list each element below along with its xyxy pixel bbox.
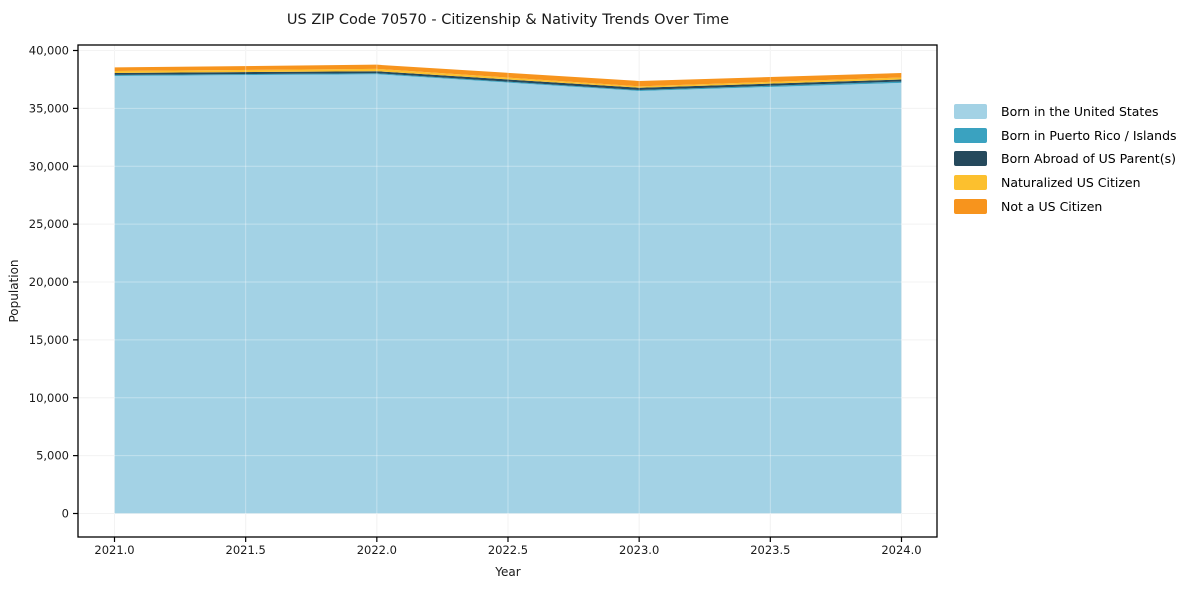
y-tick-label: 30,000	[29, 159, 69, 173]
x-tick-label: 2023.5	[750, 543, 790, 557]
gridlines-over	[78, 45, 937, 537]
y-tick-label: 10,000	[29, 391, 69, 405]
legend-swatch-naturalized	[954, 175, 987, 191]
legend-item-born-abroad: Born Abroad of US Parent(s)	[954, 151, 1177, 167]
legend-swatch-born-us	[954, 104, 987, 119]
area-series-0	[114, 74, 902, 514]
area-series-1	[114, 73, 902, 92]
x-tick-label: 2022.5	[488, 543, 528, 557]
x-tick-label: 2024.0	[881, 543, 921, 557]
legend-item-born-pr: Born in Puerto Rico / Islands	[954, 127, 1177, 143]
x-tick-label: 2021.5	[226, 543, 266, 557]
legend-swatch-born-pr	[954, 127, 987, 143]
legend-label-naturalized: Naturalized US Citizen	[1001, 175, 1141, 191]
legend-item-naturalized: Naturalized US Citizen	[954, 175, 1177, 191]
y-tick-label: 35,000	[29, 101, 69, 115]
x-axis-label: Year	[494, 565, 520, 579]
y-axis-label: Population	[7, 259, 21, 322]
legend-label-born-pr: Born in Puerto Rico / Islands	[1001, 127, 1177, 143]
area-series-3	[114, 68, 902, 88]
x-axis-tick-labels: 2021.0 2021.5 2022.0 2022.5 2023.0 2023.5 2024…	[94, 543, 921, 557]
legend-swatch-born-abroad	[954, 151, 987, 167]
legend-label-born-abroad: Born Abroad of US Parent(s)	[1001, 151, 1176, 167]
y-axis-tick-labels: 0 5,000 10,000 15,000 20,000 25,000 30,000 35,0…	[29, 44, 69, 521]
legend-item-not-citizen: Not a US Citizen	[954, 198, 1177, 214]
area-series-2	[114, 71, 902, 91]
legend-swatch-not-citizen	[954, 198, 987, 214]
y-tick-label: 5,000	[36, 449, 69, 463]
legend: Born in the United States Born in Puerto…	[954, 104, 1177, 222]
legend-item-born-us: Born in the United States	[954, 104, 1177, 119]
y-tick-label: 20,000	[29, 275, 69, 289]
y-tick-label: 40,000	[29, 44, 69, 58]
y-tick-label: 25,000	[29, 217, 69, 231]
x-tick-label: 2022.0	[357, 543, 397, 557]
x-tick-label: 2021.0	[94, 543, 134, 557]
legend-label-not-citizen: Not a US Citizen	[1001, 198, 1103, 214]
y-tick-label: 0	[62, 507, 69, 521]
x-tick-label: 2023.0	[619, 543, 659, 557]
axis-tick-marks	[73, 49, 903, 542]
legend-label-born-us: Born in the United States	[1001, 104, 1159, 119]
y-tick-label: 15,000	[29, 333, 69, 347]
area-series-4	[114, 64, 902, 87]
stacked-areas	[114, 64, 902, 514]
chart-title: US ZIP Code 70570 - Citizenship & Nativi…	[287, 12, 729, 28]
